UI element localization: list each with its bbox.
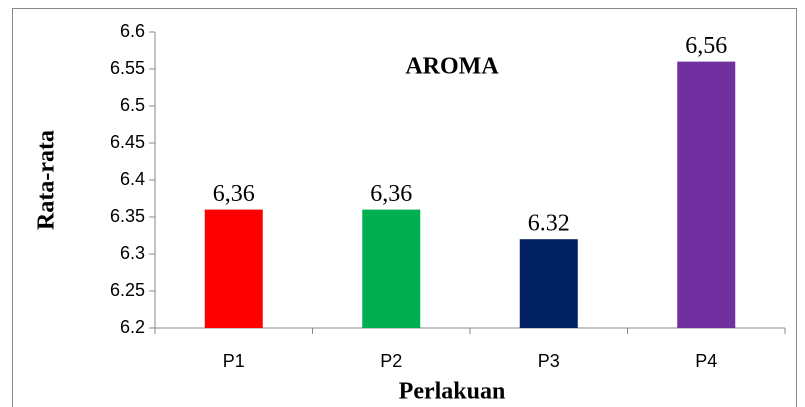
bar [204,209,263,328]
data-label: 6,36 [213,181,255,207]
x-tick-label: P3 [538,351,560,371]
y-tick-label: 6.35 [110,206,145,226]
x-tick-label: P1 [223,351,245,371]
data-label: 6,56 [685,33,727,59]
x-tick-label: P4 [695,351,717,371]
y-tick-label: 6.25 [110,280,145,300]
y-tick-label: 6.55 [110,58,145,78]
chart-frame [12,8,797,407]
y-tick-label: 6.4 [120,169,145,189]
bar [362,209,421,328]
y-axis-label: Rata-rata [34,130,60,230]
y-tick-label: 6.2 [120,317,145,337]
bar [677,61,736,328]
bar [519,239,578,328]
chart-title: AROMA [405,54,499,80]
y-tick-label: 6.45 [110,132,145,152]
y-tick-label: 6.5 [120,95,145,115]
x-axis-label: Perlakuan [399,379,506,405]
data-label: 6.32 [528,211,570,237]
y-tick-label: 6.6 [120,21,145,41]
x-tick-label: P2 [380,351,402,371]
data-label: 6,36 [370,181,412,207]
y-tick-label: 6.3 [120,243,145,263]
